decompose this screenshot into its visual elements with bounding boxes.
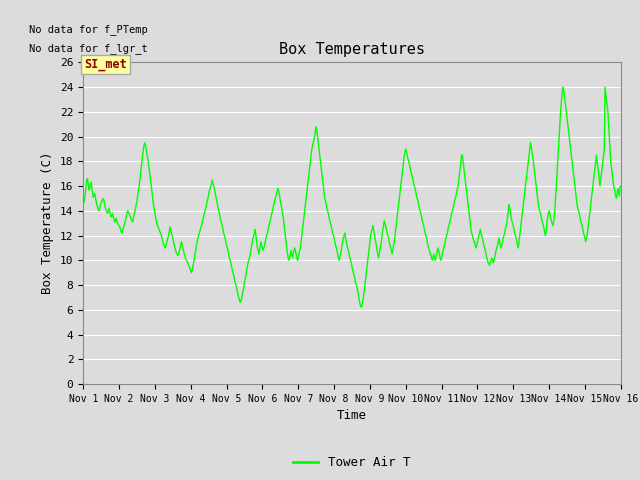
Y-axis label: Box Temperature (C): Box Temperature (C) bbox=[42, 152, 54, 294]
Title: Box Temperatures: Box Temperatures bbox=[279, 42, 425, 57]
Legend: Tower Air T: Tower Air T bbox=[288, 451, 416, 474]
Text: SI_met: SI_met bbox=[84, 58, 127, 71]
Text: No data for f_PTemp: No data for f_PTemp bbox=[29, 24, 148, 35]
Text: No data for f_lgr_t: No data for f_lgr_t bbox=[29, 43, 148, 54]
X-axis label: Time: Time bbox=[337, 409, 367, 422]
